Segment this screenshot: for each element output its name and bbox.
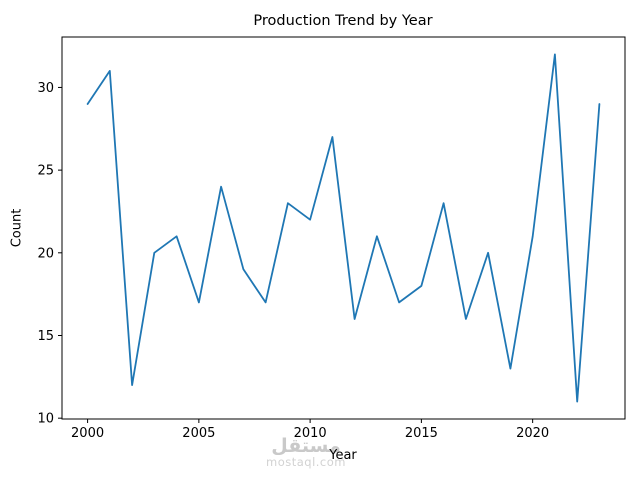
y-tick-label: 25 [37,164,54,179]
x-tick-label: 2000 [71,426,104,441]
x-axis-label: Year [329,448,357,463]
x-tick-label: 2005 [182,426,215,441]
y-tick-label: 15 [37,329,54,344]
y-tick-label: 10 [37,412,54,427]
x-tick-label: 2010 [294,426,327,441]
x-tick-label: 2015 [405,426,438,441]
axes-frame [61,36,626,420]
y-tick-label: 30 [37,81,54,96]
y-tick-label: 20 [37,246,54,261]
chart-title: Production Trend by Year [253,13,433,29]
x-tick-label: 2020 [516,426,549,441]
data-line [86,53,601,403]
